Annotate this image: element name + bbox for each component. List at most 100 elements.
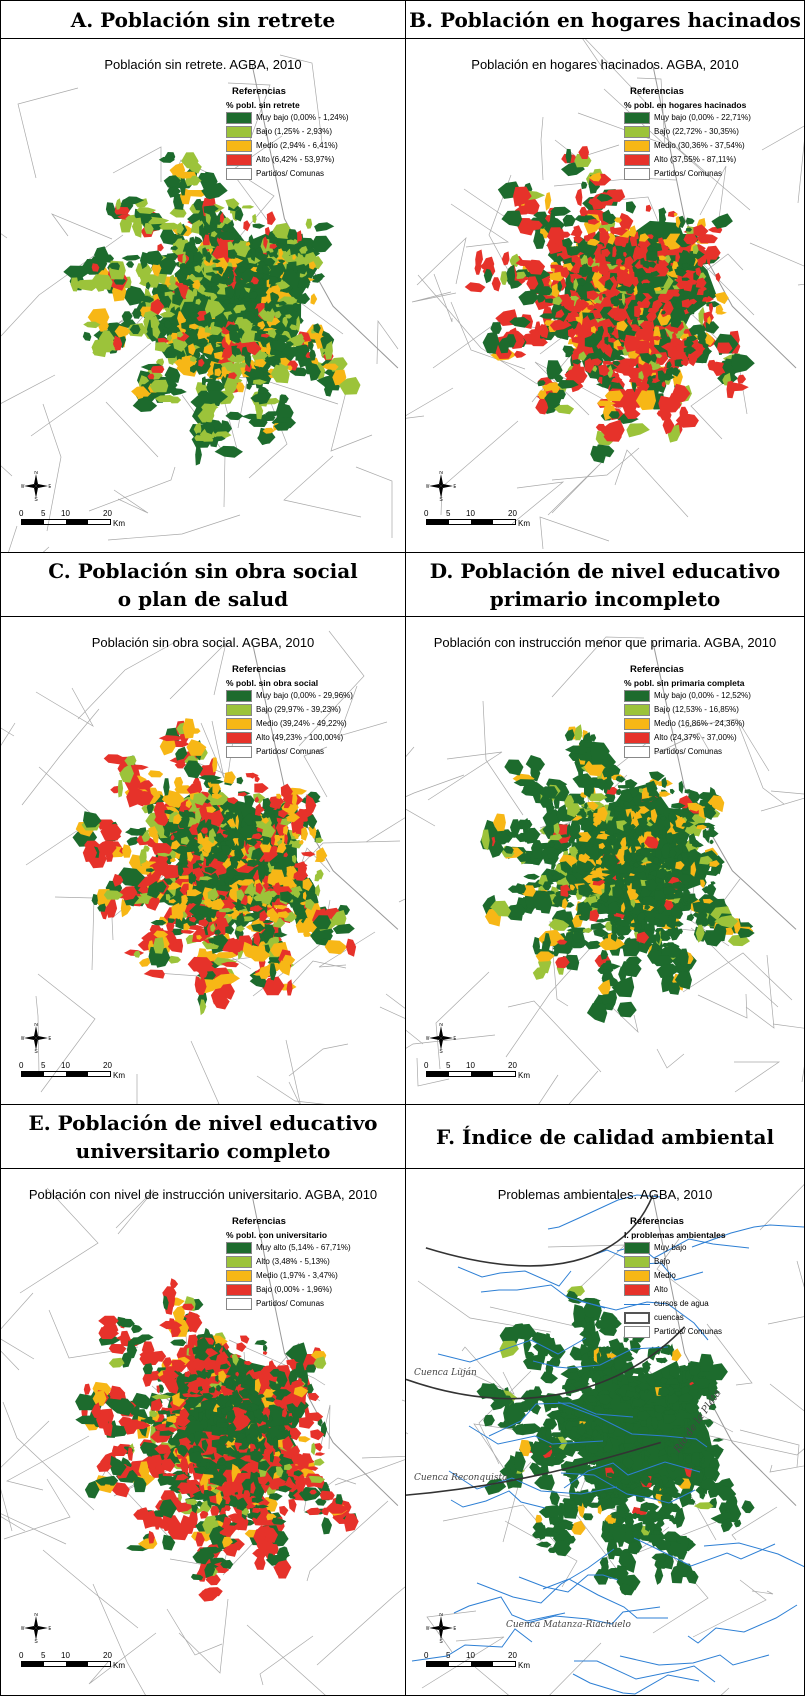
legend-subtitle: % pobl. sin primaria completa [624,677,745,688]
legend-swatch [226,126,252,138]
legend-item: cursos de agua [624,1298,726,1310]
map-panel: Problemas ambientales. AGBA, 2010 Referen… [406,1169,804,1695]
legend-item: Bajo [624,1256,726,1268]
map-panel: Población con instrucción menor que prim… [406,617,804,1105]
scale-unit: Km [113,1661,125,1670]
legend-item: Partidos/ Comunas [624,1326,726,1338]
legend-label: Muy alto (5,14% - 67,71%) [256,1243,351,1252]
legend: Referencias I. problemas ambientales Muy b… [624,1217,726,1340]
legend-label: Alto (24,37% - 37,00%) [654,733,737,742]
panel-heading: D. Población de nivel educativo primario… [406,553,804,617]
scale-tick-0: 0 [19,1651,24,1660]
map-title: Problemas ambientales. AGBA, 2010 [497,1187,713,1202]
legend-label: Alto (3,48% - 5,13%) [256,1257,330,1266]
basin-label: Cuenca Reconquista [414,1473,508,1484]
legend-item: Muy bajo (0,00% - 1,24%) [226,112,349,124]
urban-footprint [75,1278,359,1602]
urban-footprint [63,152,361,466]
legend-item: Muy bajo (0,00% - 12,52%) [624,690,751,702]
scale-tick-5: 5 [41,1061,46,1070]
scale-bar: 0 5 10 20 Km [424,509,530,528]
legend-label: cuencas [654,1313,684,1322]
urban-footprint [464,146,755,464]
compass-w: W [426,1626,430,1632]
legend-title: Referencias [630,86,684,97]
compass-n: N [34,471,38,476]
legend-swatch [624,718,650,730]
legend-swatch [624,126,650,138]
legend-item: Medio (39,24% - 49,22%) [226,718,353,730]
scale-unit: Km [518,1661,530,1670]
scale-bar: 0 5 10 20 Km [424,1651,530,1670]
legend: Referencias % pobl. en hogares hacinados M… [624,87,751,182]
compass-e: E [48,1626,51,1632]
legend-label: Partidos/ Comunas [654,1327,723,1336]
legend-item: Alto (6,42% - 53,97%) [226,154,349,166]
map-svg [406,636,804,1104]
scale-bar: 0 5 10 20 Km [424,1061,530,1080]
legend-subtitle: % pobl. con universitario [226,1229,328,1240]
scale-tick-10: 10 [466,1651,475,1660]
compass-e: E [48,1036,51,1042]
legend-item: Medio (16,86% - 24,36%) [624,718,751,730]
north-arrow-compass: N S W E [426,1023,456,1053]
legend-swatch [624,1298,650,1310]
compass-s: S [34,497,38,501]
legend-item: Muy alto (5,14% - 67,71%) [226,1242,351,1254]
legend-item: Bajo (0,00% - 1,96%) [226,1284,351,1296]
scale-tick-20: 20 [103,1061,112,1070]
panel-heading: A. Población sin retrete [1,1,406,39]
legend: Referencias % pobl. sin obra social Muy ba… [226,665,353,760]
legend-label: Muy bajo (0,00% - 12,52%) [654,691,751,700]
map-title: Población en hogares hacinados. AGBA, 20… [471,57,739,72]
legend-swatch [624,1270,650,1282]
legend-swatch [226,168,252,180]
compass-w: W [426,484,430,490]
legend-item: Medio (30,36% - 37,54%) [624,140,751,152]
compass-w: W [21,1036,25,1042]
scale-tick-20: 20 [508,1651,517,1660]
scale-tick-10: 10 [466,1061,475,1070]
legend-subtitle: % pobl. sin obra social [226,677,319,688]
compass-e: E [48,484,51,490]
scale-tick-10: 10 [61,1651,70,1660]
legend-label: Muy bajo [654,1243,687,1252]
legend-item: Alto (3,48% - 5,13%) [226,1256,351,1268]
legend-swatch [624,1256,650,1268]
map-svg [406,39,804,550]
north-arrow-compass: N S W E [426,1613,456,1643]
legend-item: Bajo (29,97% - 39,23%) [226,704,353,716]
legend-swatch [226,1270,252,1282]
legend-label: Alto (49,23% - 100,00%) [256,733,344,742]
panel-heading: C. Población sin obra social o plan de s… [1,553,406,617]
legend-item: Muy bajo [624,1242,726,1254]
legend-swatch [226,746,252,758]
coastline [251,641,399,930]
map-panel: Población en hogares hacinados. AGBA, 20… [406,39,804,553]
scale-tick-10: 10 [61,509,70,518]
legend-item: cuencas [624,1312,726,1324]
legend-swatch [624,732,650,744]
coastline [652,641,797,930]
legend-swatch [226,112,252,124]
compass-e: E [453,484,456,490]
scale-bar: 0 5 10 20 Km [19,1651,125,1670]
legend-swatch [624,154,650,166]
compass-s: S [439,1049,443,1053]
legend: Referencias % pobl. sin retrete Muy bajo (… [226,87,349,182]
legend-item: Bajo (12,53% - 16,85%) [624,704,751,716]
scale-unit: Km [518,519,530,528]
basin-boundaries [406,1194,686,1496]
legend-title: Referencias [232,1216,286,1227]
legend-label: Alto (6,42% - 53,97%) [256,155,335,164]
scale-tick-20: 20 [508,1061,517,1070]
legend-label: Alto [654,1285,668,1294]
compass-e: E [453,1626,456,1632]
scale-tick-0: 0 [19,1061,24,1070]
legend-label: Muy bajo (0,00% - 29,96%) [256,691,353,700]
legend-label: Bajo (22,72% - 30,35%) [654,127,739,136]
legend-item: Partidos/ Comunas [624,746,751,758]
legend-swatch [624,746,650,758]
legend-item: Alto [624,1284,726,1296]
legend-swatch [624,112,650,124]
